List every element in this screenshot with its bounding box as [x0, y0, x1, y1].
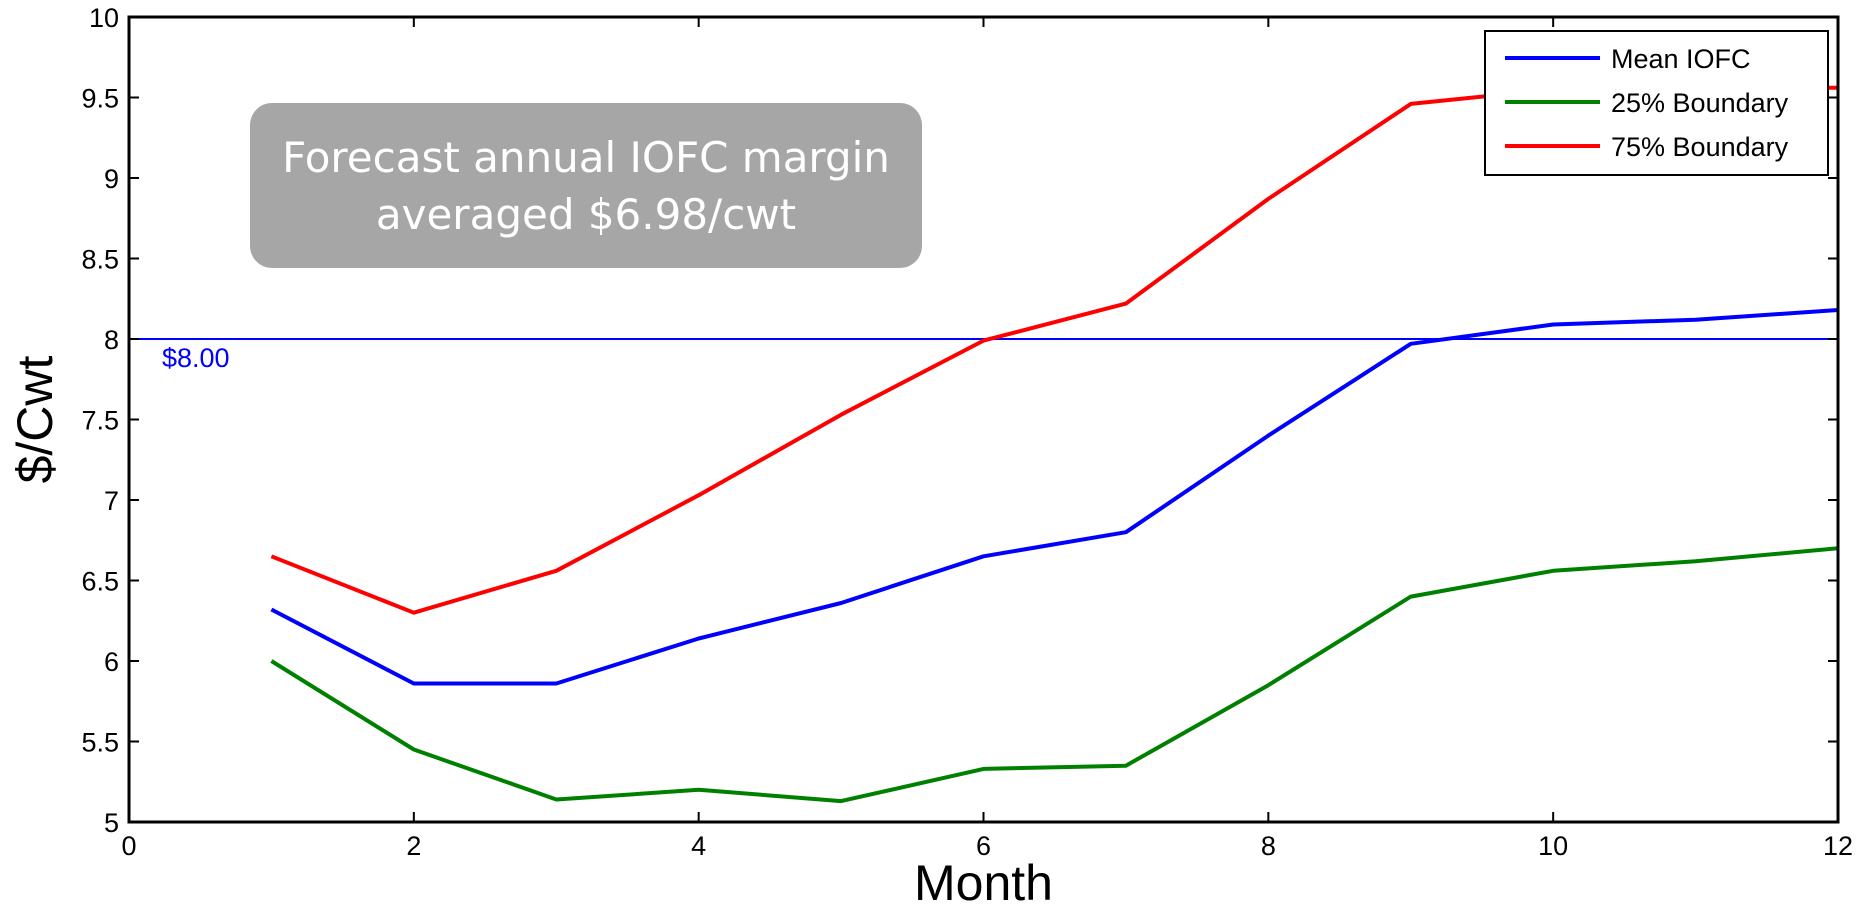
legend-label: Mean IOFC	[1611, 44, 1751, 74]
y-axis-title: $/Cwt	[7, 355, 63, 483]
x-tick-label: 8	[1261, 831, 1276, 861]
axis-ticks: 0 2 4 6 8 10 12 5 5.5 6 6.5 7 7.5 8 8.5 9 9.5 10	[81, 3, 1853, 861]
y-tick-label: 7.5	[81, 406, 119, 436]
annotation-box: Forecast annual IOFC margin averaged $6.…	[250, 103, 922, 268]
x-tick-label: 12	[1823, 831, 1853, 861]
y-tick-label: 6	[104, 647, 119, 677]
annotation-line-2: averaged $6.98/cwt	[375, 189, 797, 239]
x-tick-label: 6	[976, 831, 991, 861]
y-tick-label: 9.5	[81, 84, 119, 114]
y-tick-label: 8.5	[81, 245, 119, 275]
y-tick-label: 5	[104, 808, 119, 838]
y-tick-label: 6.5	[81, 567, 119, 597]
y-tick-label: 10	[89, 3, 119, 33]
x-tick-label: 2	[406, 831, 421, 861]
x-tick-label: 10	[1538, 831, 1568, 861]
y-tick-label: 7	[104, 486, 119, 516]
x-tick-label: 0	[121, 831, 136, 861]
annotation-line-1: Forecast annual IOFC margin	[282, 132, 890, 182]
x-axis-title: Month	[914, 855, 1053, 911]
reference-line-label: $8.00	[162, 343, 230, 373]
legend-label: 75% Boundary	[1611, 132, 1789, 162]
x-tick-label: 4	[691, 831, 706, 861]
series-line-25-boundary	[270, 546, 1838, 804]
reference-line-group: $8.00	[129, 338, 1838, 373]
y-tick-label: 9	[104, 164, 119, 194]
legend-label: 25% Boundary	[1611, 88, 1789, 118]
series-line-mean-iofc	[270, 308, 1838, 686]
legend: Mean IOFC 25% Boundary 75% Boundary	[1484, 30, 1829, 176]
y-tick-label: 5.5	[81, 728, 119, 758]
y-tick-label: 8	[104, 325, 119, 355]
